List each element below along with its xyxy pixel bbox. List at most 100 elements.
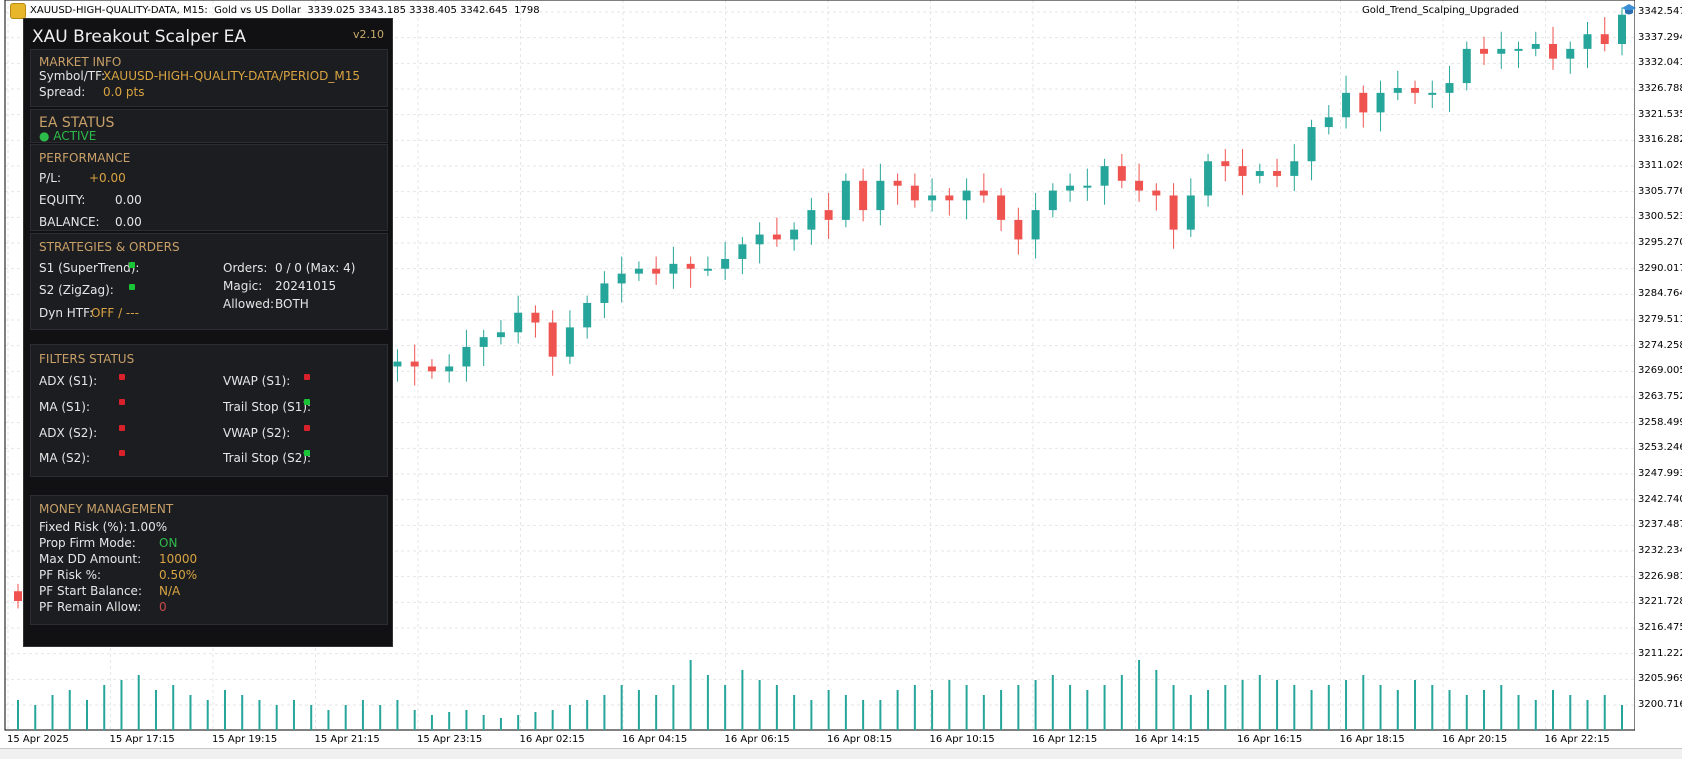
magic-label: Magic: xyxy=(223,279,263,293)
candle-body xyxy=(393,361,402,367)
price-tick-label: 3221.728 xyxy=(1638,596,1682,608)
candle-body xyxy=(1255,171,1264,176)
candle-body xyxy=(910,185,919,201)
candle-body xyxy=(462,346,471,367)
candle-body xyxy=(1618,14,1626,44)
candle-body xyxy=(1566,48,1575,59)
time-tick-label: 15 Apr 21:15 xyxy=(314,734,380,745)
candle-body xyxy=(997,195,1006,220)
candle-body xyxy=(1083,185,1092,188)
candle-body xyxy=(1221,161,1230,167)
symbol-header: XAUUSD-HIGH-QUALITY-DATA, M15: Gold vs U… xyxy=(30,5,540,16)
symbol-icon xyxy=(10,3,26,19)
candle-body xyxy=(445,366,454,372)
strategies-heading: STRATEGIES & ORDERS xyxy=(39,240,180,254)
adx-s1-label: ADX (S1): xyxy=(39,374,98,388)
vwap-s2-dot xyxy=(304,425,310,431)
candle-body xyxy=(686,263,695,269)
price-tick-label: 3226.981 xyxy=(1638,570,1682,582)
candle-body xyxy=(1135,180,1144,191)
price-tick-label: 3311.029 xyxy=(1638,160,1682,171)
price-scale[interactable]: 3342.547 3337.294 3332.041 3326.788 3321.535… xyxy=(1635,0,1682,740)
candle-body xyxy=(893,180,902,186)
time-tick-label: 15 Apr 2025 xyxy=(7,734,69,745)
candle-body xyxy=(1186,195,1195,230)
price-tick-label: 3242.740 xyxy=(1638,493,1682,505)
price-tick-label: 3342.547 xyxy=(1638,6,1682,17)
scroll-strip[interactable] xyxy=(0,748,1682,759)
orders-label: Orders: xyxy=(223,261,268,275)
pf-start-value: N/A xyxy=(159,584,181,598)
money-management-section: MONEY MANAGEMENT Fixed Risk (%): 1.00% P… xyxy=(30,495,388,625)
candle-body xyxy=(496,332,505,338)
prop-firm-label: Prop Firm Mode: xyxy=(39,536,136,550)
price-tick-label: 3321.535 xyxy=(1638,108,1682,120)
spread-value: 0.0 pts xyxy=(103,85,145,99)
price-tick-label: 3279.511 xyxy=(1638,314,1682,325)
candle-body xyxy=(548,322,557,357)
trail-s2-label: Trail Stop (S2): xyxy=(223,451,312,465)
fixed-risk-label: Fixed Risk (%): xyxy=(39,520,128,534)
max-dd-value: 10000 xyxy=(159,552,198,566)
pl-value: +0.00 xyxy=(89,171,126,185)
candle-body xyxy=(1014,219,1023,240)
price-tick-label: 3290.017 xyxy=(1638,262,1682,274)
time-tick-label: 16 Apr 18:15 xyxy=(1339,734,1405,745)
market-info-heading: MARKET INFO xyxy=(39,55,122,69)
max-dd-label: Max DD Amount: xyxy=(39,552,142,566)
time-tick-label: 16 Apr 14:15 xyxy=(1134,734,1200,745)
trail-s2-dot xyxy=(304,450,310,456)
s2-status-dot xyxy=(129,284,135,290)
candle-body xyxy=(772,234,781,240)
candle-body xyxy=(14,591,22,602)
plot-border xyxy=(4,0,1635,731)
candle-body xyxy=(1307,127,1316,162)
candle-body xyxy=(824,210,833,220)
price-tick-label: 3316.282 xyxy=(1638,134,1682,146)
candle-body xyxy=(1048,190,1057,211)
performance-heading: PERFORMANCE xyxy=(39,151,131,165)
ea-dashboard-panel: XAU Breakout Scalper EA v2.10 MARKET INF… xyxy=(23,18,393,647)
fixed-risk-value: 1.00% xyxy=(129,520,168,534)
graduation-cap-icon[interactable] xyxy=(1621,3,1637,17)
allowed-label: Allowed: xyxy=(223,297,275,311)
candle-body xyxy=(1376,92,1385,113)
adx-s1-dot xyxy=(119,374,125,380)
ma-s2-label: MA (S2): xyxy=(39,451,91,465)
pf-remain-value: 0 xyxy=(159,600,167,614)
candle-body xyxy=(807,210,816,230)
time-tick-label: 16 Apr 06:15 xyxy=(724,734,790,745)
candle-body xyxy=(583,302,592,328)
candle-body xyxy=(1273,171,1282,176)
candle-body xyxy=(945,195,954,201)
price-tick-label: 3216.475 xyxy=(1638,622,1682,633)
candle-body xyxy=(1359,92,1368,113)
price-tick-label: 3200.716 xyxy=(1638,699,1682,710)
adx-s2-label: ADX (S2): xyxy=(39,426,98,440)
candle-body xyxy=(427,366,436,372)
ma-s2-dot xyxy=(119,450,125,456)
panel-title: XAU Breakout Scalper EA xyxy=(32,27,247,47)
pf-remain-label: PF Remain Allow: xyxy=(39,600,142,614)
candle-body xyxy=(1152,190,1161,196)
balance-label: BALANCE: xyxy=(39,215,100,229)
time-tick-label: 15 Apr 19:15 xyxy=(212,734,278,745)
candle-body xyxy=(1583,34,1592,49)
equity-value: 0.00 xyxy=(115,193,142,207)
indicator-label[interactable]: Gold_Trend_Scalping_Upgraded xyxy=(1361,5,1519,16)
candle-body xyxy=(1393,87,1402,93)
ma-s1-dot xyxy=(119,399,125,405)
candle-body xyxy=(928,195,937,201)
candle-body xyxy=(1445,83,1454,93)
equity-label: EQUITY: xyxy=(39,193,86,207)
candle-body xyxy=(859,180,868,211)
candle-body xyxy=(565,327,574,357)
price-tick-label: 3284.764 xyxy=(1638,288,1682,300)
candle-body xyxy=(755,234,764,245)
candle-body xyxy=(1497,48,1506,54)
price-tick-label: 3237.487 xyxy=(1638,519,1682,531)
price-tick-label: 3305.776 xyxy=(1638,185,1682,197)
candle-body xyxy=(1549,43,1558,59)
vwap-s2-label: VWAP (S2): xyxy=(223,426,291,440)
